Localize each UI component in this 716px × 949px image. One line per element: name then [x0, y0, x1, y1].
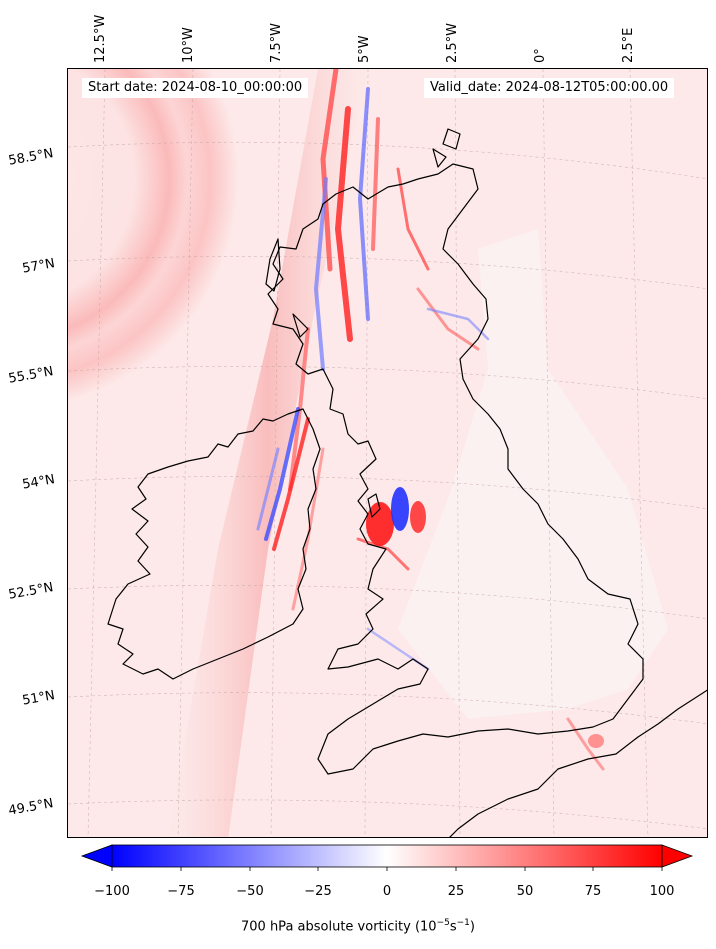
lat-tick-label: 54°N [21, 472, 57, 493]
lon-tick-label: 12.5°W [93, 14, 108, 63]
colorbar-ticks [111, 867, 663, 871]
colorbar-body [111, 844, 663, 868]
colorbar-tick-label: 75 [584, 884, 602, 899]
field-land-tint [398, 229, 668, 719]
valid-date-label: Valid_date: 2024-08-12T05:00:00.00 [424, 78, 675, 98]
colorbar-tick-label: 100 [649, 884, 675, 899]
vorticity-dipole [366, 487, 604, 748]
lat-tick-label: 58.5°N [7, 146, 55, 169]
lat-tick-label: 51°N [21, 688, 57, 709]
coastlines [107, 128, 707, 837]
lon-tick-label: 10°W [181, 27, 196, 63]
colorbar-tick-label: −100 [94, 884, 130, 899]
colorbar-tick-label: 0 [382, 884, 392, 899]
colorbar [80, 844, 694, 871]
lon-tick-label: 0° [533, 48, 548, 63]
lat-tick-label: 57°N [21, 256, 57, 277]
lat-tick-label: 52.5°N [7, 580, 55, 603]
colorbar-tick-label: −25 [304, 884, 332, 899]
lon-tick-label: 2.5°E [621, 27, 636, 63]
colorbar-tick-label: −75 [167, 884, 195, 899]
colorbar-label: 700 hPa absolute vorticity (10−5s−1) [241, 918, 475, 935]
colorbar-extend-high [661, 844, 694, 868]
colorbar-tick-label: 50 [516, 884, 534, 899]
colorbar-extend-low [80, 844, 113, 868]
lon-tick-label: 5°W [357, 35, 372, 63]
map-panel [67, 68, 708, 838]
vorticity-map [68, 69, 707, 837]
lat-tick-label: 55.5°N [7, 364, 55, 387]
graticule [68, 69, 707, 837]
colorbar-tick-label: −50 [236, 884, 264, 899]
start-date-label: Start date: 2024-08-10_00:00:00 [82, 78, 309, 98]
lon-tick-label: 2.5°W [445, 22, 460, 63]
lon-tick-label: 7.5°W [269, 22, 284, 63]
lat-tick-label: 49.5°N [7, 796, 55, 819]
colorbar-tick-label: 25 [447, 884, 465, 899]
field-ring [68, 69, 238, 402]
